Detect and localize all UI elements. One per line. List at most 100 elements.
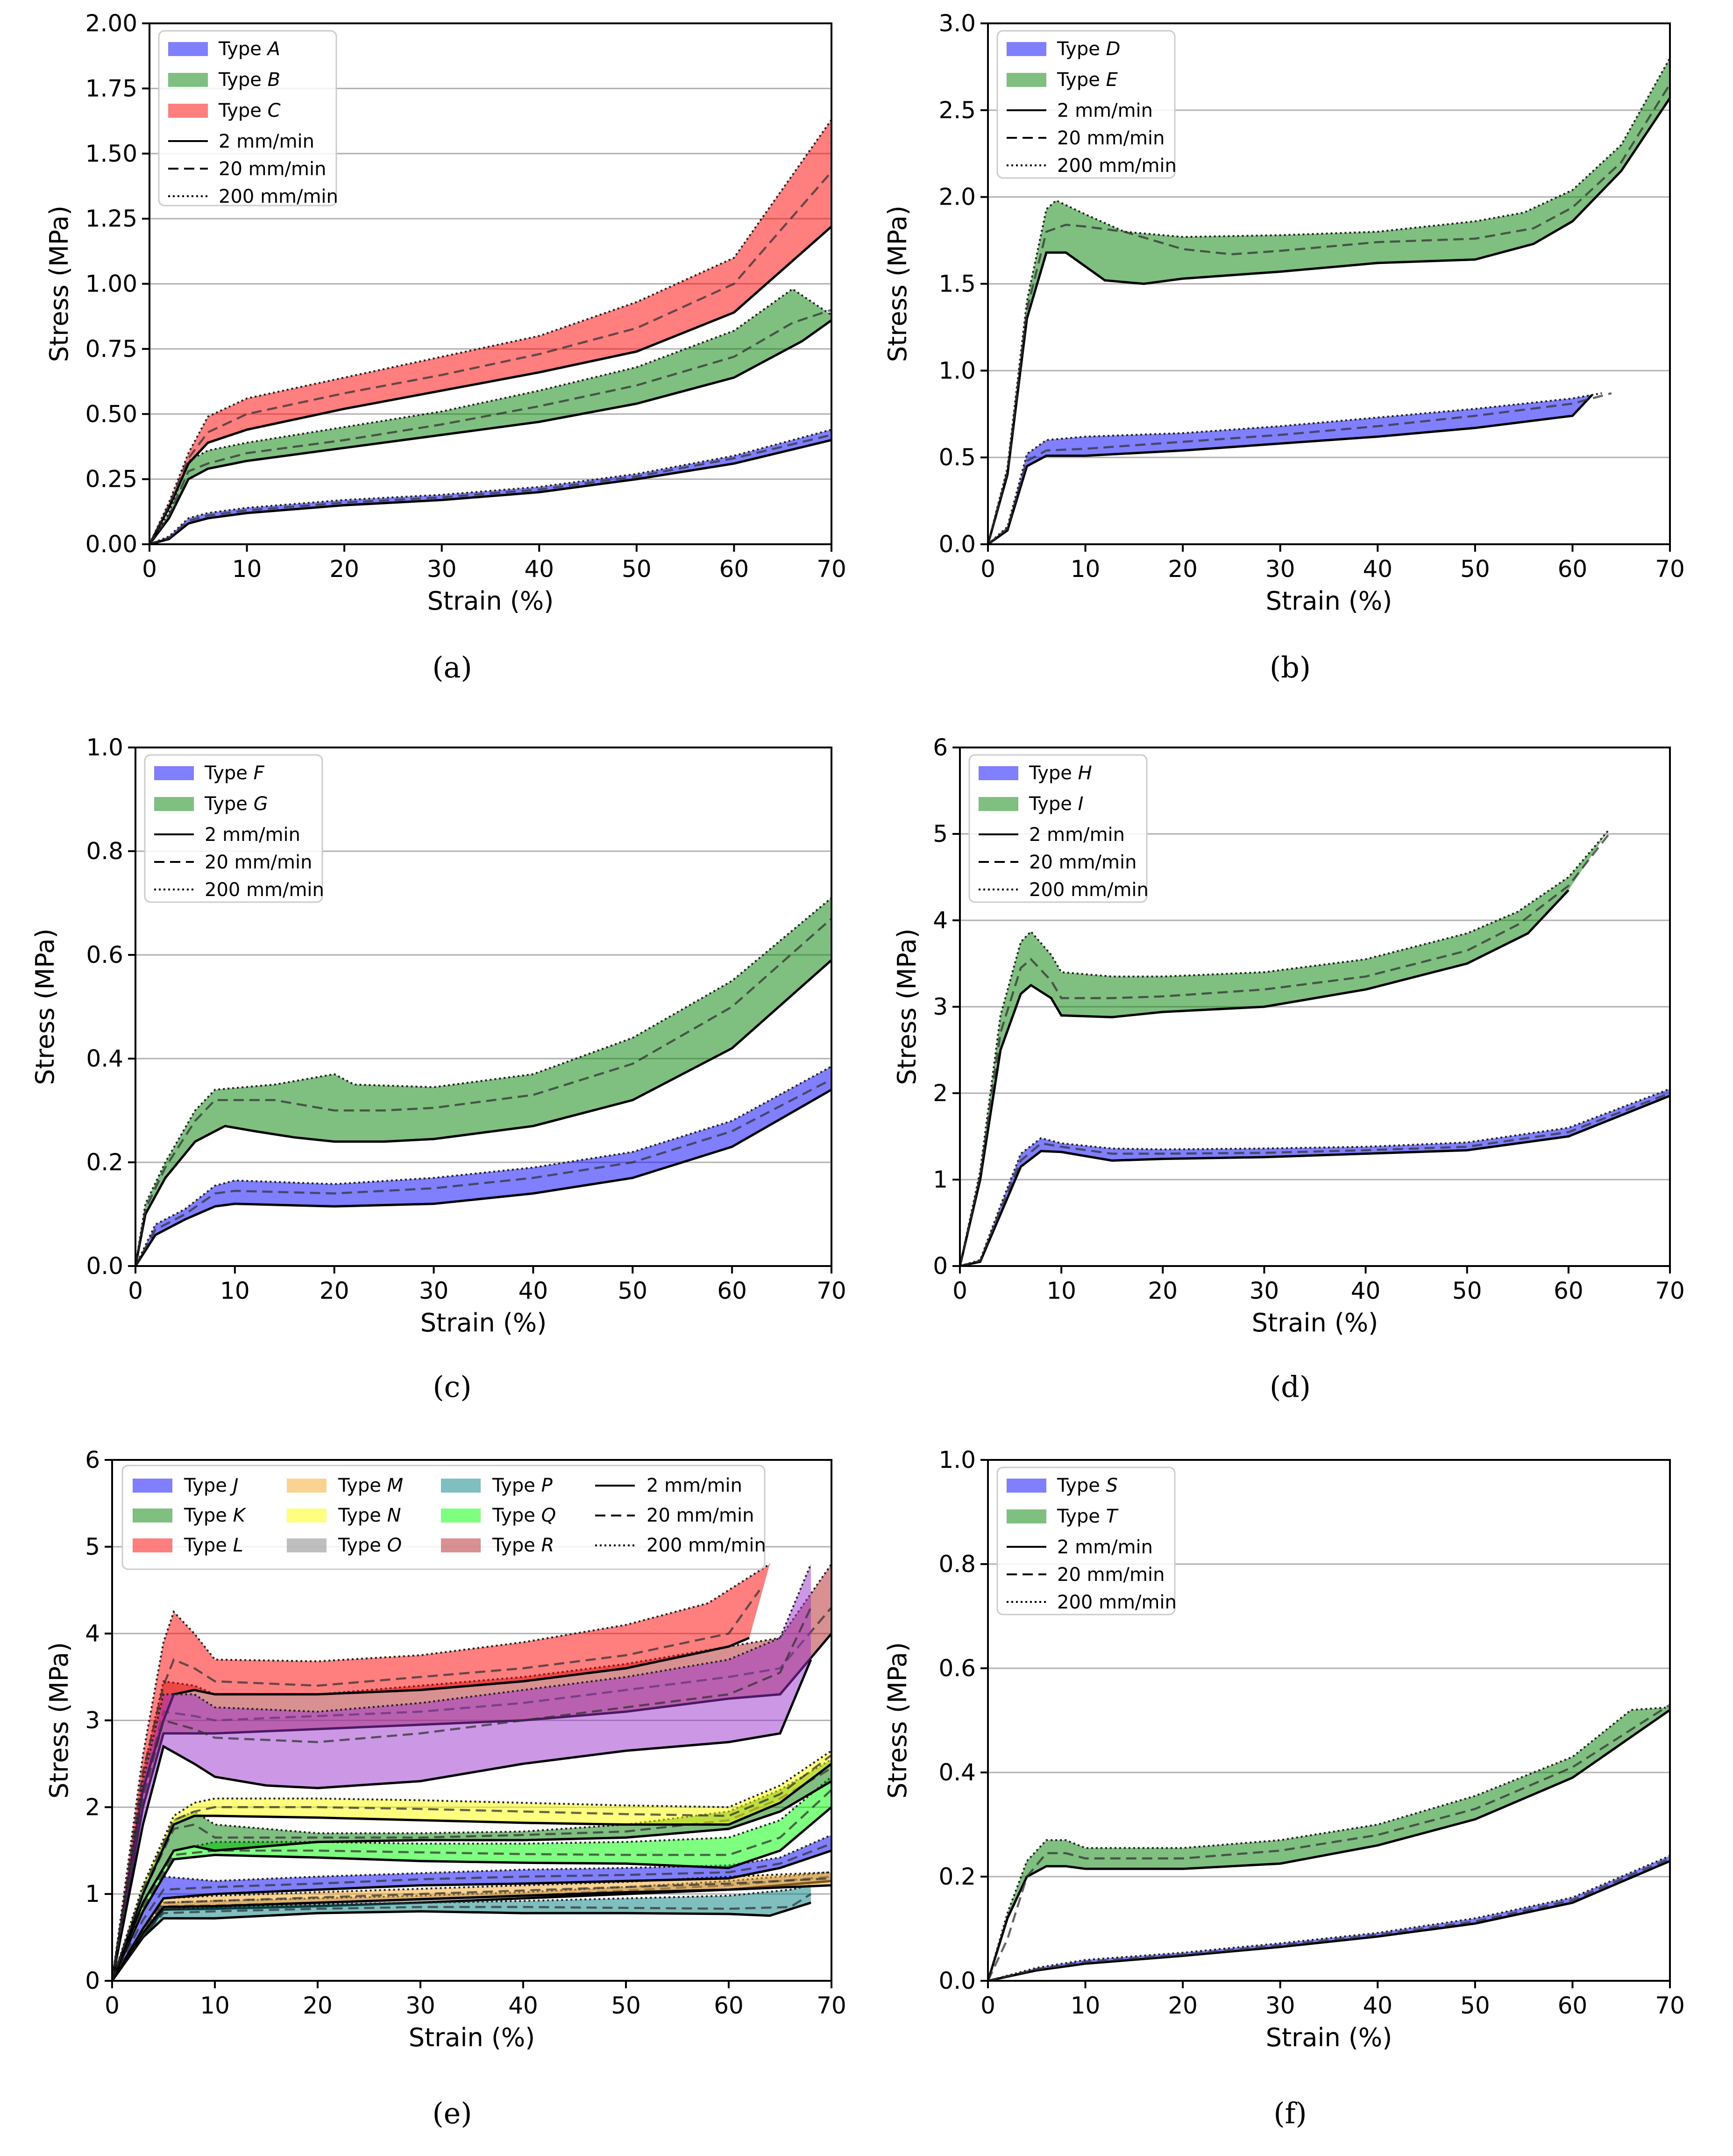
y-axis-label: Stress (MPa) (883, 206, 912, 362)
legend-label-type-b: Type B (218, 69, 280, 91)
y-tick-label: 1.50 (85, 140, 137, 167)
legend-label-rate: 2 mm/min (219, 131, 314, 152)
legend-box (996, 30, 1176, 179)
x-tick-label: 50 (622, 555, 652, 583)
legend-label-type-l: Type L (184, 1535, 243, 1556)
y-tick-label: 0.00 (85, 531, 137, 558)
chart-panel-c: 0 10 20 30 40 50 60 70 0.0 0.2 0.4 0.6 0.8 1.0 Strain … (30, 734, 846, 1404)
line-2mm-type-m (112, 1884, 831, 1981)
line-200mm-type-l (112, 1563, 771, 1981)
x-tick-label: 50 (611, 1992, 641, 2019)
y-tick-label: 0 (85, 1967, 100, 1994)
legend-swatch-type-n (287, 1508, 327, 1523)
x-tick-label: 30 (1265, 1992, 1295, 2019)
legend-label-rate: 200 mm/min (646, 1535, 766, 1556)
legend-label-rate: 2 mm/min (646, 1475, 742, 1496)
y-tick-label: 1.0 (938, 357, 976, 384)
legend-label-type-t: Type T (1057, 1506, 1119, 1527)
axes-frame (987, 1459, 1671, 1982)
band-type-r (112, 1564, 831, 1981)
y-tick-label: 0.2 (86, 1149, 123, 1176)
x-tick-label: 40 (524, 555, 554, 583)
y-tick-label: 0.25 (85, 466, 137, 493)
legend-box (144, 754, 323, 903)
y-tick-label: 2 (933, 1080, 948, 1107)
y-axis-label: Stress (MPa) (44, 1642, 74, 1799)
legend-label-rate: 20 mm/min (219, 158, 326, 180)
y-axis-label: Stress (MPa) (883, 1642, 912, 1799)
panel-caption: (e) (432, 2096, 472, 2130)
legend-label-rate: 20 mm/min (205, 852, 312, 873)
line-2mm-type-q (112, 1806, 831, 1981)
line-2mm-type-d (988, 394, 1593, 544)
legend-swatch-type-j (133, 1479, 172, 1493)
band-type-t (988, 1707, 1670, 1981)
y-tick-label: 4 (933, 907, 948, 934)
panel-caption: (f) (1273, 2096, 1307, 2130)
panel-caption: (a) (432, 650, 472, 684)
x-tick-label: 10 (220, 1277, 250, 1304)
line-20mm-type-g (135, 918, 831, 1266)
x-tick-label: 60 (1558, 555, 1588, 583)
y-tick-label: 0.4 (938, 1759, 976, 1786)
legend-label-type-p: Type P (492, 1475, 553, 1496)
plot-area (149, 119, 831, 544)
legend-swatch-type-m (287, 1479, 327, 1493)
line-20mm-type-a (149, 434, 831, 544)
x-tick-label: 60 (714, 1992, 744, 2019)
legend-label-type-h: Type H (1029, 762, 1092, 784)
x-tick-label: 60 (717, 1277, 747, 1304)
legend-swatch-type-c (168, 104, 208, 118)
legend-label-rate: 200 mm/min (1029, 879, 1149, 901)
y-tick-label: 0 (933, 1252, 948, 1280)
band-type-g (135, 897, 831, 1266)
line-20mm-type-s (988, 1857, 1670, 1981)
line-20mm-type-i (960, 833, 1610, 1266)
line-2mm-type-c (149, 226, 831, 544)
legend-label-rate: 200 mm/min (219, 186, 338, 207)
line-200mm-type-d (988, 392, 1602, 544)
line-2mm-type-s (988, 1860, 1670, 1981)
chart-panel-a: 0 10 20 30 40 50 60 70 0.00 0.25 0.50 0.75 1.00 1.25 1… (44, 10, 846, 684)
x-tick-label: 30 (405, 1992, 435, 2019)
y-tick-label: 0.0 (86, 1252, 123, 1280)
y-tick-label: 5 (85, 1533, 100, 1560)
band-type-s-purple (112, 1564, 811, 1981)
y-tick-label: 3 (933, 993, 948, 1020)
legend-swatch-type-k (133, 1508, 172, 1523)
panel-caption: (b) (1270, 650, 1311, 684)
x-tick-label: 70 (1655, 555, 1685, 583)
line-2mm-type-s-purple (112, 1659, 812, 1981)
y-tick-label: 0.4 (86, 1045, 123, 1072)
x-tick-label: 70 (817, 1277, 846, 1304)
line-20mm-type-b (149, 309, 831, 544)
chart-panel-d: 0 10 20 30 40 50 60 70 0 1 2 3 4 5 6 Strain (%) Stress (… (892, 734, 1685, 1404)
line-200mm-type-r (112, 1563, 831, 1981)
y-tick-label: 0.6 (938, 1655, 976, 1682)
line-200mm-type-i (960, 829, 1610, 1266)
legend-label-type-f: Type F (204, 762, 265, 784)
line-2mm-type-k (112, 1780, 831, 1981)
line-20mm-type-q (112, 1789, 831, 1981)
line-20mm-type-j (112, 1843, 831, 1981)
x-tick-label: 50 (1460, 555, 1490, 583)
x-tick-label: 70 (817, 1992, 846, 2019)
band-type-d (988, 393, 1602, 544)
x-tick-label: 50 (1452, 1277, 1482, 1304)
line-20mm-type-m (112, 1877, 831, 1981)
y-tick-label: 6 (933, 734, 948, 761)
x-axis-label: Strain (%) (1252, 1308, 1378, 1338)
x-tick-label: 10 (1046, 1277, 1076, 1304)
legend-box (968, 754, 1148, 903)
legend-label-type-a: Type A (218, 38, 280, 60)
panel-caption: (d) (1270, 1370, 1311, 1404)
legend-label-rate: 2 mm/min (1057, 100, 1153, 121)
line-200mm-type-p (112, 1884, 811, 1981)
band-type-n (112, 1750, 831, 1981)
line-200mm-type-g (135, 897, 831, 1266)
plot-area (988, 1704, 1670, 1981)
line-2mm-type-g (135, 959, 831, 1266)
legend-label-type-d: Type D (1057, 38, 1120, 60)
x-tick-label: 40 (518, 1277, 548, 1304)
